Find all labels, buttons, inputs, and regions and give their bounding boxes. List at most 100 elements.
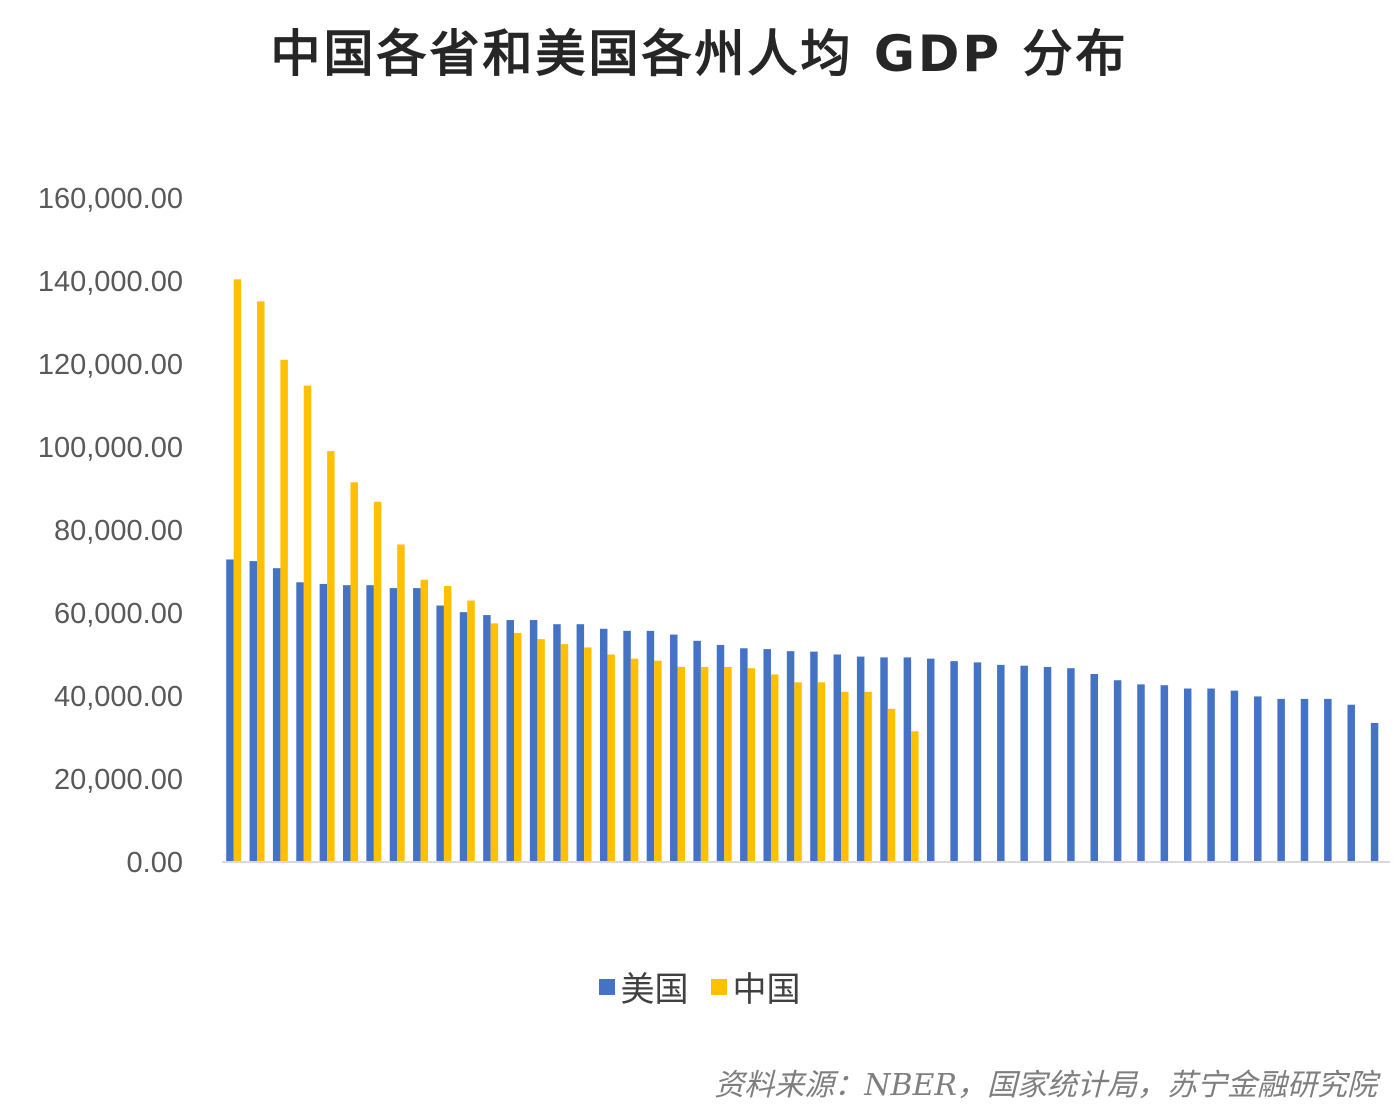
bar-us [1090,674,1098,862]
bar-china [747,668,756,862]
chart-title: 中国各省和美国各州人均 GDP 分布 [270,25,1129,83]
bar-us [506,620,514,862]
bar-us [623,630,631,862]
bar-us [529,620,538,862]
bar-us [973,662,982,862]
source-note: 资料来源：NBER，国家统计局，苏宁金融研究院 [714,1068,1377,1103]
bar-china [350,482,358,862]
y-tick-label: 160,000.00 [38,183,183,215]
bar-us [1207,688,1215,862]
bar-us [1183,688,1192,862]
bar-us [950,661,958,862]
bar-us [810,651,818,862]
bar-china [584,647,592,862]
y-tick-label: 0.00 [127,847,183,879]
bar-china [537,639,545,862]
bar-us [880,657,888,862]
bar-us [693,640,701,862]
bar-us [740,648,748,862]
bar-us [670,634,678,862]
legend-label-us: 美国 [620,970,689,1010]
bar-us [319,583,328,862]
y-tick-label: 20,000.00 [54,764,183,796]
bar-us [483,615,491,862]
bar-us [646,630,655,862]
bar-us [599,628,608,862]
bar-china [560,644,569,863]
bar-us [296,582,304,862]
bar-china [887,708,896,862]
bar-china [373,501,382,862]
bar-china [327,451,335,862]
bar-us [576,624,585,862]
bar-us [343,585,351,862]
bar-china [280,359,288,862]
legend-item-china: 中国 [710,962,801,1011]
bar-us [1254,696,1262,862]
bar-china [677,666,685,862]
bar-us [366,585,374,862]
bar-us [1370,722,1379,862]
bars [226,279,1379,863]
bar-us [413,588,421,862]
bar-china [700,666,709,862]
bar-us [1113,680,1122,862]
bar-china [397,544,405,862]
bar-us [226,559,234,862]
y-tick-label: 120,000.00 [38,349,183,381]
legend-item-us: 美国 [598,962,689,1011]
bar-us [1230,690,1239,862]
bar-us [1043,666,1052,862]
bar-china [724,666,732,862]
bar-us [1277,698,1285,862]
bar-china [233,279,242,863]
bar-us [436,605,444,862]
legend-swatch-china [710,978,727,995]
bar-china [303,385,312,862]
y-tick-label: 40,000.00 [54,681,183,713]
bar-china [911,731,919,862]
bar-us [1020,665,1028,862]
legend-swatch-us [598,978,615,995]
bar-china [770,674,779,862]
bar-china [467,600,475,862]
bar-us [903,657,912,862]
y-tick-label: 80,000.00 [54,515,183,547]
y-tick-label: 100,000.00 [38,432,183,464]
y-tick-label: 60,000.00 [54,598,183,630]
bar-us [459,612,468,862]
bar-us [927,658,935,862]
bar-us [389,588,398,862]
bar-us [833,654,842,862]
bar-us [1347,704,1355,862]
bar-us [272,568,281,862]
bar-us [997,664,1005,863]
bar-china [420,579,429,862]
bar-china [607,654,615,862]
y-tick-label: 140,000.00 [38,266,183,298]
bar-us [856,656,865,862]
bar-us [1137,684,1145,862]
bar-china [514,632,522,862]
legend: 美国 中国 [0,962,1399,1011]
y-axis-ticks: 0.00 20,000.00 40,000.00 60,000.00 80,000.00… [38,183,183,879]
legend-label-china: 中国 [732,970,801,1010]
bar-us [1324,698,1332,862]
bar-us [1160,685,1169,862]
bar-china [654,660,662,862]
bar-us [249,561,258,863]
bar-china [490,623,499,863]
bar-us [553,624,561,862]
bar-us [786,651,795,862]
bar-china [257,301,265,863]
bar-china [630,658,639,862]
bar-china [794,682,802,862]
bar-us [716,644,725,862]
bar-china [841,691,849,862]
bar-china [817,682,826,862]
bar-us [1067,668,1075,862]
bar-china [443,586,452,862]
bar-us [763,649,771,862]
bar-china [864,691,872,862]
